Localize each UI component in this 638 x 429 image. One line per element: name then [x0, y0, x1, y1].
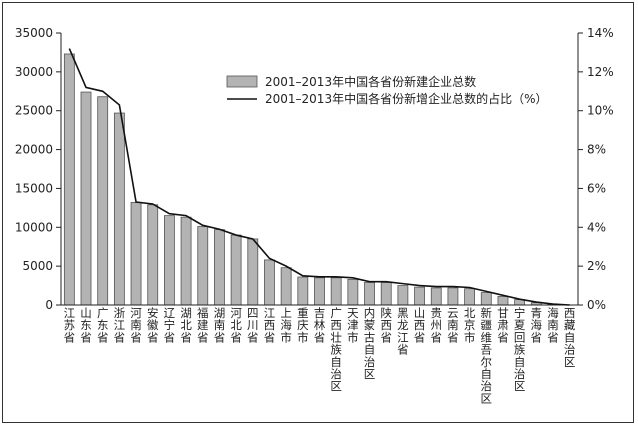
category-label-29: 海南省: [547, 306, 559, 344]
category-label-26: 甘肃省: [497, 306, 509, 344]
bar-0: [64, 54, 74, 305]
bar-6: [164, 216, 174, 305]
bar-14: [298, 277, 308, 305]
category-label-8: 福建省: [197, 306, 209, 344]
legend-line-label: 2001–2013年中国各省份新增企业总数的占比（%）: [265, 91, 547, 106]
y-left-tick-label: 5000: [22, 259, 53, 273]
bar-26: [498, 296, 508, 305]
y-right-tick-label: 8%: [587, 143, 606, 157]
y-right-tick-label: 6%: [587, 181, 606, 195]
y-left-tick-label: 35000: [15, 26, 53, 40]
bar-9: [214, 230, 224, 305]
bar-19: [381, 282, 391, 305]
category-label-0: 江苏省: [64, 306, 76, 344]
y-right-tick-label: 0%: [587, 298, 606, 312]
category-label-15: 吉林省: [314, 306, 326, 344]
y-right-tick-label: 2%: [587, 259, 606, 273]
bar-20: [398, 286, 408, 305]
category-label-4: 河南省: [130, 306, 142, 344]
category-label-25: 新疆维吾尔自治区: [481, 306, 493, 405]
legend-bar-swatch: [227, 76, 257, 87]
category-label-10: 河北省: [230, 306, 242, 344]
y-right-tick-label: 12%: [587, 65, 614, 79]
bar-8: [198, 227, 208, 305]
bar-15: [315, 278, 325, 305]
category-label-2: 广东省: [97, 306, 109, 344]
y-left-tick-label: 10000: [15, 220, 53, 234]
bar-7: [181, 217, 191, 305]
y-left-tick-label: 0: [45, 298, 53, 312]
bar-1: [81, 92, 91, 305]
category-label-17: 天津市: [347, 306, 359, 344]
category-label-7: 湖北省: [180, 306, 192, 344]
category-label-20: 黑龙江省: [397, 306, 409, 357]
category-label-24: 北京市: [464, 306, 476, 344]
y-left-tick-label: 15000: [15, 181, 53, 195]
y-right-tick-label: 14%: [587, 26, 614, 40]
bar-4: [131, 202, 141, 305]
category-label-19: 陕西省: [380, 306, 392, 344]
category-label-13: 上海市: [280, 306, 292, 344]
y-right-tick-label: 4%: [587, 220, 606, 234]
legend-bar-label: 2001–2013年中国各省份新建企业总数: [265, 74, 476, 89]
category-label-14: 重庆市: [297, 306, 309, 344]
category-label-23: 云南省: [447, 306, 459, 344]
chart-frame: 0 5000 10000 15000 20000 25000 30000 35000 0% 2% 4…: [2, 2, 634, 423]
bar-13: [281, 268, 291, 305]
bar-17: [348, 279, 358, 305]
bar-22: [431, 288, 441, 305]
bar-2: [98, 97, 108, 305]
bar-12: [264, 260, 274, 305]
category-label-16: 广西壮族自治区: [330, 306, 342, 393]
chart-svg: 0 5000 10000 15000 20000 25000 30000 35000 0% 2% 4…: [3, 3, 635, 424]
category-label-11: 四川省: [247, 306, 259, 344]
category-label-9: 湖南省: [214, 306, 226, 344]
category-label-21: 山西省: [414, 306, 426, 344]
bar-5: [148, 205, 158, 305]
category-label-18: 内蒙古自治区: [364, 306, 376, 381]
category-label-22: 贵州省: [430, 306, 442, 344]
category-label-3: 浙江省: [114, 306, 126, 344]
category-label-5: 安徽省: [147, 306, 159, 344]
bar-21: [415, 287, 425, 305]
y-right-tick-label: 10%: [587, 104, 614, 118]
bar-24: [465, 289, 475, 305]
bar-16: [331, 278, 341, 305]
y-left-tick-label: 20000: [15, 143, 53, 157]
y-left-tick-label: 30000: [15, 65, 53, 79]
category-label-6: 辽宁省: [164, 306, 176, 344]
y-left-tick-label: 25000: [15, 104, 53, 118]
bar-18: [365, 282, 375, 305]
category-label-30: 西藏自治区: [564, 306, 576, 369]
category-label-27: 宁夏回族自治区: [514, 306, 526, 393]
category-label-28: 青海省: [531, 306, 543, 344]
legend: 2001–2013年中国各省份新建企业总数 2001–2013年中国各省份新增企…: [227, 74, 547, 106]
category-label-1: 山东省: [80, 306, 92, 344]
category-labels: 江苏省山东省广东省浙江省河南省安徽省辽宁省湖北省福建省湖南省河北省四川省江西省上…: [64, 306, 576, 405]
bar-10: [231, 235, 241, 305]
bar-3: [114, 113, 124, 305]
category-label-12: 江西省: [264, 306, 276, 344]
bar-25: [481, 293, 491, 305]
bar-11: [248, 239, 258, 305]
bar-23: [448, 288, 458, 305]
